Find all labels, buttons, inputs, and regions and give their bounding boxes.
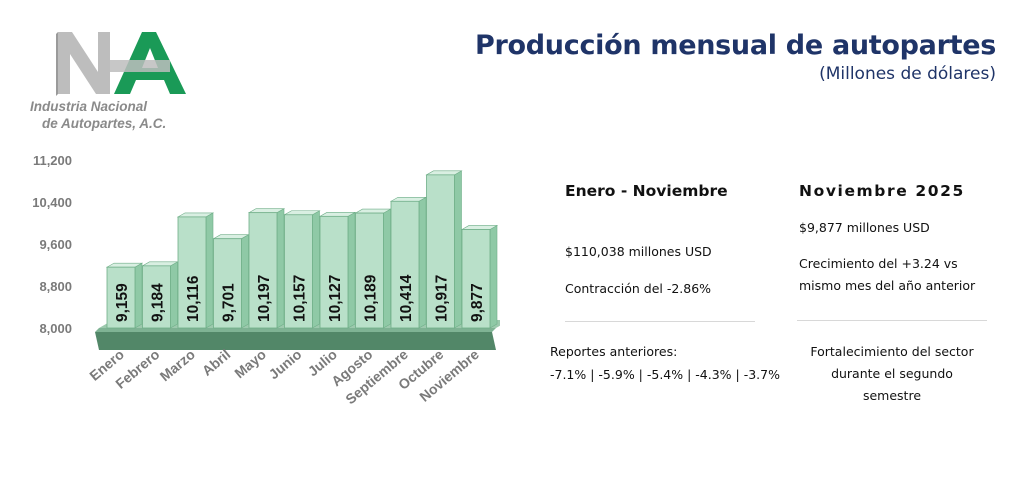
bar-group: 10,157 Junio [266, 210, 321, 382]
data-label: 9,184 [150, 283, 167, 322]
x-tick-label: Marzo [157, 346, 198, 384]
bar-side [134, 262, 143, 329]
period-amount: $110,038 millones USD [565, 244, 712, 259]
bar-side [170, 261, 178, 329]
month-growth-line-1: Crecimiento del +3.24 vs [799, 256, 958, 271]
logo-mark-icon [56, 32, 186, 96]
data-label: 10,917 [434, 275, 451, 322]
bar-group: 10,116 Marzo [157, 212, 215, 384]
chart-floor-edge [95, 328, 496, 332]
bar [248, 212, 278, 329]
logo-n-shape [58, 32, 110, 94]
note-line-1: Fortalecimiento del sector [810, 344, 974, 359]
logo-text: Industria Nacional de Autopartes, A.C. [30, 98, 205, 132]
bar [213, 238, 242, 329]
logo-line-1: Industria Nacional [30, 99, 148, 114]
bar-side [205, 212, 214, 329]
chart-floor-front [95, 332, 496, 350]
data-label: 10,116 [185, 275, 202, 322]
data-label: 10,414 [398, 274, 415, 322]
bar-side [312, 210, 320, 329]
x-tick-label: Abril [199, 346, 234, 379]
bar-side [418, 196, 427, 329]
previous-reports-label: Reportes anteriores: [550, 344, 678, 359]
bar-side [347, 211, 356, 329]
data-label: 9,159 [114, 283, 131, 322]
divider-left [565, 321, 755, 322]
y-tick-label: 11,200 [33, 153, 72, 168]
month-growth-line-2: mismo mes del año anterior [799, 278, 976, 293]
month-heading: Noviembre 2025 [799, 182, 965, 200]
data-label: 10,189 [363, 274, 380, 322]
data-label: 10,157 [292, 275, 309, 322]
bar [177, 216, 207, 329]
bar [355, 212, 384, 329]
bar-side [489, 224, 498, 329]
bar [284, 214, 313, 329]
bar-side [454, 170, 462, 329]
x-tick-label: Junio [266, 346, 305, 382]
y-tick-label: 8,000 [39, 321, 72, 336]
bar [461, 229, 491, 329]
period-change: Contracción del -2.86% [565, 281, 712, 296]
bar-chart: 8,0008,8009,60010,40011,2009,159Enero9,1… [32, 153, 500, 407]
data-label: 10,197 [256, 275, 273, 322]
bar [142, 265, 171, 329]
divider-right [797, 320, 987, 321]
bar-side [241, 234, 249, 329]
x-tick-label: Mayo [231, 346, 269, 381]
y-tick-label: 8,800 [39, 279, 72, 294]
previous-reports-values: -7.1% | -5.9% | -5.4% | -4.3% | -3.7% [550, 367, 780, 382]
page-subtitle: (Millones de dólares) [819, 64, 996, 84]
bar [319, 215, 349, 329]
month-amount: $9,877 millones USD [799, 220, 930, 235]
page-title: Producción mensual de autopartes [475, 30, 996, 61]
bar [426, 174, 455, 329]
logo-n-edge [56, 32, 58, 96]
logo-bar [108, 60, 170, 72]
note-line-2: durante el segundo [831, 366, 953, 381]
y-tick-label: 10,400 [32, 195, 72, 210]
data-label: 10,127 [327, 275, 344, 322]
bar [390, 200, 420, 329]
bar-side [383, 208, 391, 329]
logo-line-2: de Autopartes, A.C. [42, 116, 167, 131]
bar-side [276, 208, 285, 329]
bar [106, 266, 136, 329]
note-line-3: semestre [862, 388, 922, 403]
y-tick-label: 9,600 [39, 237, 72, 252]
data-label: 9,701 [221, 283, 238, 322]
period-heading: Enero - Noviembre [565, 182, 728, 200]
data-label: 9,877 [469, 283, 486, 322]
logo: Industria Nacional de Autopartes, A.C. [30, 28, 205, 138]
